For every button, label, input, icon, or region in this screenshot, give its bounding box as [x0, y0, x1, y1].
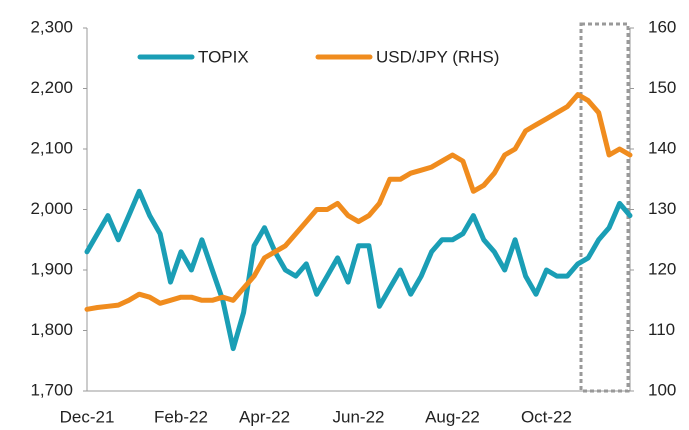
- x-tick-label: Oct-22: [521, 407, 572, 426]
- legend-label: USD/JPY (RHS): [376, 47, 499, 66]
- y2-tick-label: 120: [648, 259, 676, 278]
- x-tick-label: Dec-21: [60, 407, 115, 426]
- y2-tick-label: 140: [648, 138, 676, 157]
- y2-tick-label: 100: [648, 380, 676, 399]
- y-tick-label: 1,900: [30, 259, 73, 278]
- y-tick-label: 2,300: [30, 17, 73, 36]
- y-tick-label: 1,700: [30, 380, 73, 399]
- series-line: [84, 188, 633, 352]
- y-tick-label: 2,100: [30, 138, 73, 157]
- highlight-box: [579, 22, 630, 393]
- x-tick-label: Apr-22: [239, 407, 290, 426]
- x-tick-label: Jun-22: [333, 407, 385, 426]
- y-tick-label: 2,000: [30, 199, 73, 218]
- x-tick-label: Feb-22: [154, 407, 208, 426]
- y2-tick-label: 110: [648, 320, 675, 339]
- series-line: [84, 92, 633, 312]
- y-tick-label: 2,200: [30, 78, 73, 97]
- y-tick-label: 1,800: [30, 320, 73, 339]
- legend-label: TOPIX: [198, 47, 249, 66]
- y2-tick-label: 150: [648, 78, 676, 97]
- y2-tick-label: 130: [648, 199, 676, 218]
- x-tick-label: Aug-22: [425, 407, 480, 426]
- y2-tick-label: 160: [648, 17, 676, 36]
